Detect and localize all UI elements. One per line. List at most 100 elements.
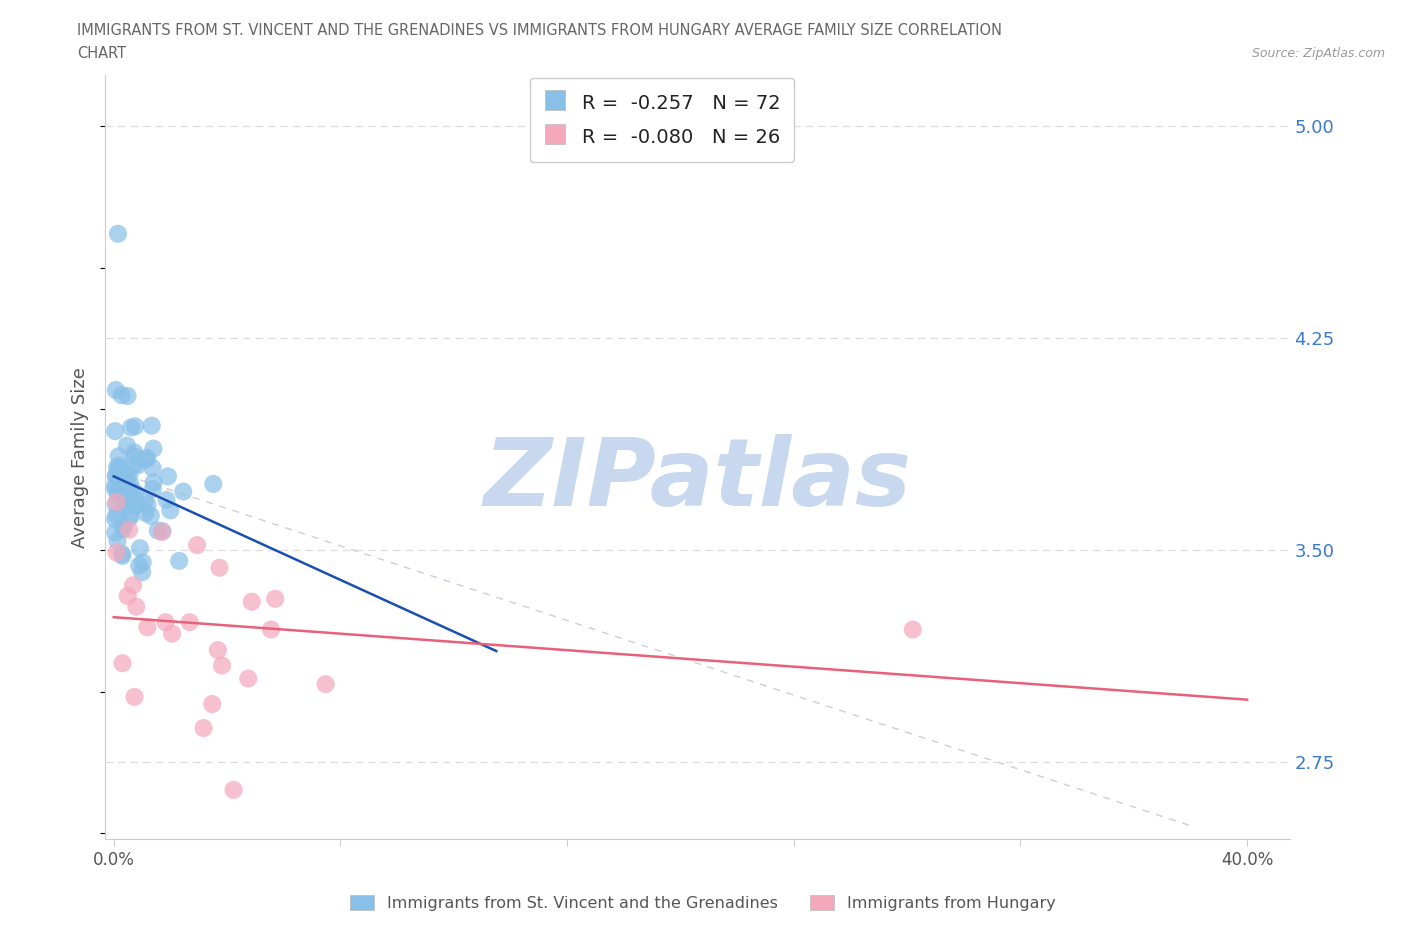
- Point: [112, 466, 135, 481]
- Point: [111, 465, 134, 480]
- Point: [104, 478, 127, 493]
- Point: [125, 497, 148, 512]
- Text: CHART: CHART: [77, 46, 127, 61]
- Point: [115, 438, 138, 453]
- Point: [107, 449, 129, 464]
- Point: [167, 553, 190, 568]
- Point: [110, 463, 132, 478]
- Point: [111, 522, 134, 537]
- Point: [104, 424, 127, 439]
- Legend: Immigrants from St. Vincent and the Grenadines, Immigrants from Hungary: Immigrants from St. Vincent and the Gren…: [344, 888, 1062, 917]
- Legend: R =  -0.257   N = 72, R =  -0.080   N = 26: R = -0.257 N = 72, R = -0.080 N = 26: [530, 77, 794, 162]
- Point: [264, 591, 287, 606]
- Point: [202, 476, 225, 491]
- Point: [179, 615, 201, 630]
- Point: [240, 594, 263, 609]
- Point: [108, 458, 131, 473]
- Point: [111, 488, 134, 503]
- Point: [146, 524, 169, 538]
- Point: [120, 483, 142, 498]
- Point: [104, 497, 127, 512]
- Point: [115, 470, 138, 485]
- Point: [117, 589, 139, 604]
- Point: [110, 485, 132, 499]
- Point: [238, 671, 260, 686]
- Point: [104, 512, 127, 526]
- Point: [186, 538, 208, 552]
- Point: [131, 565, 153, 579]
- Point: [118, 469, 141, 484]
- Point: [105, 508, 128, 523]
- Point: [107, 463, 129, 478]
- Point: [104, 482, 127, 497]
- Point: [124, 418, 146, 433]
- Text: ZIPatlas: ZIPatlas: [484, 434, 911, 526]
- Point: [155, 615, 177, 630]
- Point: [122, 578, 145, 592]
- Point: [118, 510, 141, 525]
- Point: [124, 449, 146, 464]
- Point: [142, 475, 165, 490]
- Point: [155, 493, 177, 508]
- Point: [315, 677, 337, 692]
- Point: [141, 460, 163, 475]
- Point: [112, 519, 135, 534]
- Point: [125, 498, 148, 513]
- Point: [150, 525, 173, 539]
- Point: [139, 509, 162, 524]
- Point: [124, 485, 146, 500]
- Point: [128, 558, 150, 573]
- Point: [104, 525, 127, 540]
- Point: [105, 545, 128, 560]
- Point: [156, 469, 179, 484]
- Point: [125, 599, 148, 614]
- Point: [134, 492, 156, 507]
- Point: [118, 523, 141, 538]
- Point: [114, 494, 136, 509]
- Point: [193, 721, 215, 736]
- Point: [160, 626, 183, 641]
- Text: IMMIGRANTS FROM ST. VINCENT AND THE GRENADINES VS IMMIGRANTS FROM HUNGARY AVERAG: IMMIGRANTS FROM ST. VINCENT AND THE GREN…: [77, 23, 1002, 38]
- Point: [107, 487, 129, 502]
- Point: [121, 492, 143, 507]
- Point: [112, 470, 135, 485]
- Point: [142, 441, 165, 456]
- Point: [111, 656, 134, 671]
- Point: [135, 505, 157, 520]
- Point: [105, 459, 128, 474]
- Point: [117, 389, 139, 404]
- Point: [129, 540, 152, 555]
- Point: [120, 477, 142, 492]
- Point: [136, 620, 159, 635]
- Text: Source: ZipAtlas.com: Source: ZipAtlas.com: [1251, 46, 1385, 60]
- Point: [111, 549, 134, 564]
- Point: [208, 560, 231, 575]
- Y-axis label: Average Family Size: Average Family Size: [72, 366, 89, 548]
- Point: [901, 622, 924, 637]
- Point: [104, 469, 127, 484]
- Point: [207, 643, 229, 658]
- Point: [118, 508, 141, 523]
- Point: [122, 458, 145, 472]
- Point: [136, 450, 159, 465]
- Point: [132, 555, 155, 570]
- Point: [111, 388, 134, 403]
- Point: [136, 498, 159, 512]
- Point: [152, 524, 174, 538]
- Point: [141, 418, 163, 433]
- Point: [105, 495, 128, 510]
- Point: [107, 226, 129, 241]
- Point: [172, 485, 194, 499]
- Point: [201, 697, 224, 711]
- Point: [211, 658, 233, 673]
- Point: [124, 689, 146, 704]
- Point: [114, 498, 136, 513]
- Point: [107, 483, 129, 498]
- Point: [120, 420, 142, 435]
- Point: [135, 452, 157, 467]
- Point: [260, 622, 283, 637]
- Point: [104, 382, 127, 397]
- Point: [127, 458, 149, 472]
- Point: [104, 468, 127, 483]
- Point: [124, 445, 146, 459]
